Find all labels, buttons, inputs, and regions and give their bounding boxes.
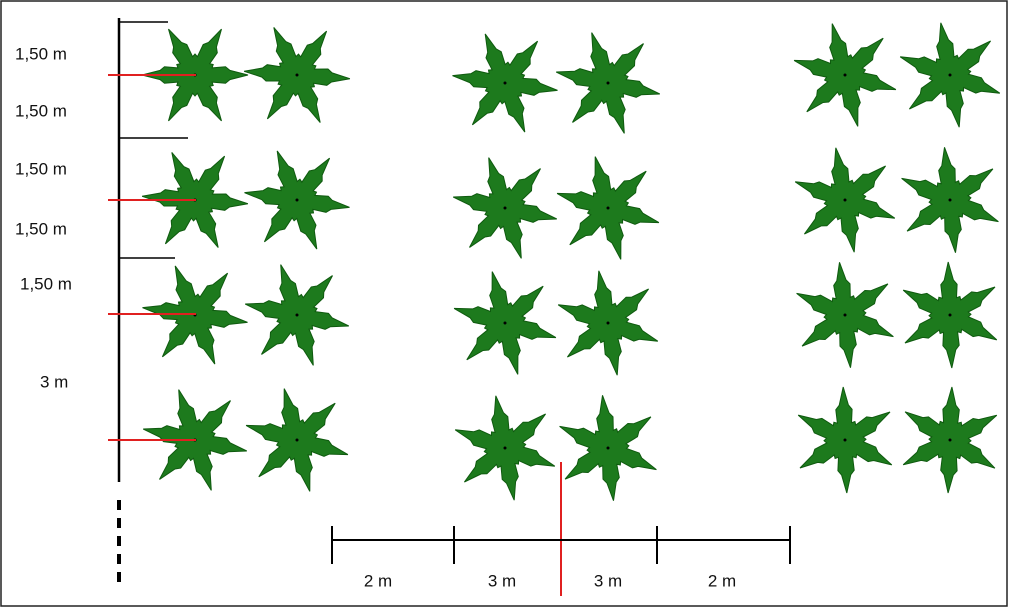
plant-center — [843, 198, 847, 202]
label: 1,50 m — [15, 44, 67, 63]
label: 1,50 m — [15, 101, 67, 120]
label: 2 m — [364, 571, 392, 590]
label: 1,50 m — [15, 219, 67, 238]
label: 1,50 m — [15, 159, 67, 178]
label: 3 m — [594, 571, 622, 590]
label: 3 m — [488, 571, 516, 590]
plant-center — [295, 198, 299, 202]
plant-center — [606, 321, 610, 325]
plant-center — [948, 313, 952, 317]
label: 3 m — [40, 372, 68, 391]
plant-center — [948, 73, 952, 77]
label: 2 m — [708, 571, 736, 590]
plant-center — [295, 313, 299, 317]
plant-center — [503, 321, 507, 325]
plant-center — [295, 438, 299, 442]
plant-center — [606, 446, 610, 450]
plant-center — [503, 81, 507, 85]
plant-center — [948, 438, 952, 442]
plant-center — [503, 446, 507, 450]
plant-center — [948, 198, 952, 202]
plant-center — [503, 206, 507, 210]
label: 1,50 m — [20, 274, 72, 293]
plant-center — [843, 438, 847, 442]
plant-center — [843, 73, 847, 77]
plant-center — [843, 313, 847, 317]
plant-center — [295, 73, 299, 77]
plant-center — [606, 81, 610, 85]
plant-center — [606, 206, 610, 210]
